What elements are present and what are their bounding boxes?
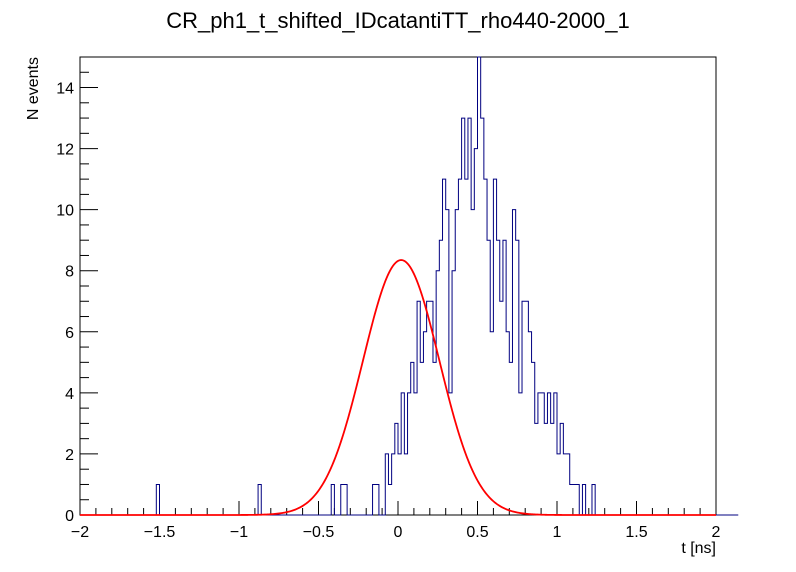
y-tick-label: 4: [65, 386, 74, 403]
x-tick-label: 0.5: [466, 524, 488, 541]
histogram-bin: [439, 240, 442, 515]
histogram-bin: [509, 362, 512, 515]
chart-title: CR_ph1_t_shifted_IDcatantiTT_rho440-2000…: [166, 8, 630, 33]
histogram-bin: [427, 301, 430, 515]
x-tick-label: 0: [394, 524, 403, 541]
histogram-bin: [525, 301, 528, 515]
histogram-bin: [551, 423, 554, 515]
x-tick-label: −1: [230, 524, 248, 541]
histogram-bin: [544, 423, 547, 515]
histogram-bin: [414, 393, 417, 515]
y-tick-label: 2: [65, 447, 74, 464]
histogram-bin: [535, 423, 538, 515]
histogram-bin: [519, 393, 522, 515]
y-axis-label: N events: [25, 57, 42, 120]
x-tick-label: −0.5: [303, 524, 335, 541]
y-tick-label: 6: [65, 325, 74, 342]
x-tick-label: 2: [712, 524, 721, 541]
histogram-bin: [500, 301, 503, 515]
y-tick-label: 12: [56, 142, 74, 159]
y-tick-label: 14: [56, 81, 74, 98]
histogram-bin: [458, 179, 461, 515]
histogram-bin: [420, 362, 423, 515]
histogram-bin: [465, 179, 468, 515]
y-tick-label: 10: [56, 203, 74, 220]
histogram-bins: [156, 57, 595, 515]
y-axis: 0 2 4 6 8 10 12 14: [56, 56, 98, 525]
x-tick-label: 1.5: [625, 524, 647, 541]
x-tick-label: −1.5: [144, 524, 176, 541]
histogram-bin: [563, 454, 566, 515]
x-tick-label: −2: [71, 524, 89, 541]
histogram-bin: [388, 484, 391, 515]
histogram-outline: [80, 56, 739, 516]
histogram-bin: [433, 362, 436, 515]
histogram-bin: [404, 454, 407, 515]
fit-curve: [80, 259, 716, 516]
x-tick-label: 1: [553, 524, 562, 541]
y-tick-label: 0: [65, 508, 74, 525]
x-axis: −2 −1.5 −1 −0.5 0 0.5 1 1.5 2: [71, 501, 721, 541]
y-tick-label: 8: [65, 264, 74, 281]
histogram-bin: [490, 332, 493, 515]
x-axis-label: t [ns]: [681, 540, 716, 557]
